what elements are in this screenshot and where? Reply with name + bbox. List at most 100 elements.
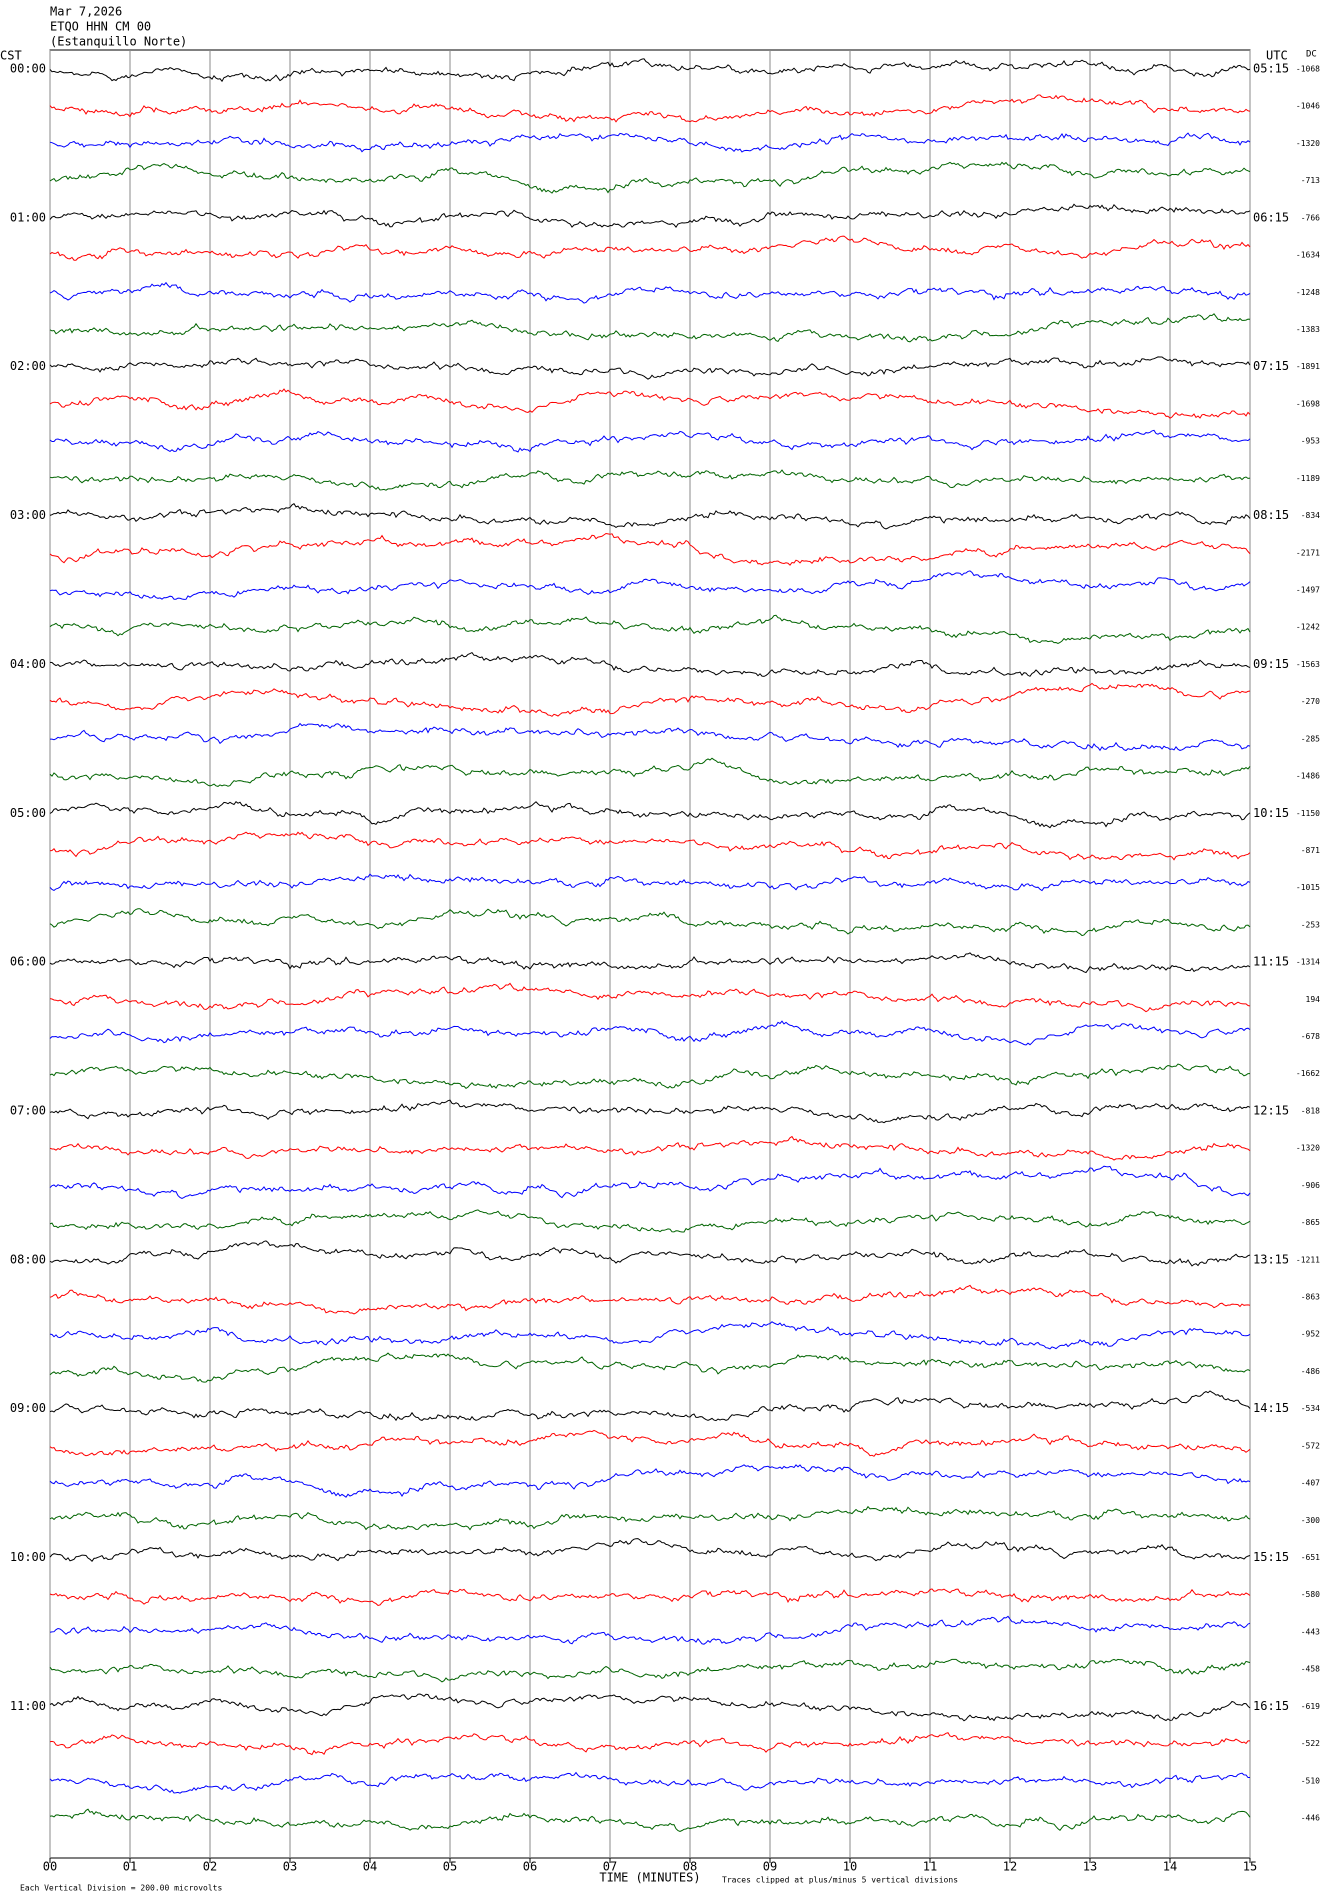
x-tick-label: 01 (123, 1860, 137, 1874)
dc-value: -1634 (1296, 251, 1320, 260)
trace (49, 1615, 1251, 1645)
trace (49, 532, 1251, 566)
trace (49, 1135, 1251, 1161)
dc-value: -534 (1301, 1404, 1320, 1413)
trace (49, 757, 1251, 787)
dc-value: -678 (1301, 1032, 1320, 1041)
dc-value: -865 (1301, 1218, 1320, 1227)
x-tick-label: 10 (843, 1860, 857, 1874)
dc-value: -1189 (1296, 474, 1320, 483)
dc-value: -253 (1301, 920, 1320, 929)
trace (49, 1020, 1251, 1046)
utc-label: 06:15 (1253, 210, 1289, 224)
trace (49, 1538, 1251, 1562)
trace (49, 908, 1251, 937)
dc-value: -270 (1301, 697, 1320, 706)
dc-value: -458 (1301, 1665, 1320, 1674)
dc-value: -580 (1301, 1590, 1320, 1599)
dc-value: -300 (1301, 1516, 1320, 1525)
trace (49, 570, 1251, 600)
utc-label: 11:15 (1253, 955, 1289, 969)
utc-label: 10:15 (1253, 806, 1289, 820)
trace (49, 429, 1251, 453)
dc-value: -1211 (1296, 1255, 1320, 1264)
left-axis-title: CST (0, 49, 22, 63)
x-axis-label: TIME (MINUTES) (599, 1871, 700, 1885)
cst-label: 07:00 (10, 1103, 46, 1117)
header-line: (Estanquillo Norte) (50, 35, 187, 49)
dc-value: -1320 (1296, 1144, 1320, 1153)
cst-label: 01:00 (10, 210, 46, 224)
dc-value: -834 (1301, 511, 1320, 520)
x-tick-label: 11 (923, 1860, 937, 1874)
x-tick-label: 02 (203, 1860, 217, 1874)
utc-label: 16:15 (1253, 1699, 1289, 1713)
dc-value: -522 (1301, 1739, 1320, 1748)
trace (49, 1352, 1251, 1383)
trace (49, 1165, 1251, 1199)
utc-label: 05:15 (1253, 62, 1289, 76)
dc-value: 194 (1306, 995, 1321, 1004)
dc-value: -486 (1301, 1367, 1320, 1376)
utc-label: 13:15 (1253, 1252, 1289, 1266)
trace (49, 1209, 1251, 1233)
dc-value: -2171 (1296, 548, 1320, 557)
x-tick-label: 00 (43, 1860, 57, 1874)
dc-value: -713 (1301, 176, 1320, 185)
dc-value: -1486 (1296, 772, 1320, 781)
dc-value: -863 (1301, 1293, 1320, 1302)
trace (49, 614, 1251, 644)
x-tick-label: 13 (1083, 1860, 1097, 1874)
trace (49, 1429, 1251, 1457)
dc-value: -1662 (1296, 1069, 1320, 1078)
trace (49, 1464, 1251, 1498)
trace (49, 1099, 1251, 1124)
trace (49, 1321, 1251, 1350)
utc-label: 09:15 (1253, 657, 1289, 671)
scale-note: Each Vertical Division = 200.00 microvol… (20, 1884, 222, 1893)
trace (49, 161, 1251, 194)
dc-value: -818 (1301, 1106, 1320, 1115)
trace (49, 313, 1251, 343)
x-tick-label: 08 (683, 1860, 697, 1874)
trace (49, 281, 1251, 304)
trace (49, 1732, 1250, 1756)
utc-label: 15:15 (1253, 1550, 1289, 1564)
cst-label: 08:00 (10, 1252, 46, 1266)
plot-frame (49, 49, 1251, 1859)
dc-title: DC (1306, 50, 1317, 60)
trace (49, 235, 1251, 261)
trace (49, 132, 1251, 153)
trace (49, 1505, 1251, 1531)
dc-value: -619 (1301, 1702, 1320, 1711)
x-tick-label: 03 (283, 1860, 297, 1874)
trace (49, 831, 1251, 861)
cst-label: 11:00 (10, 1699, 46, 1713)
cst-label: 00:00 (10, 62, 46, 76)
trace (50, 722, 1251, 752)
trace (49, 982, 1251, 1013)
dc-value: -446 (1301, 1814, 1320, 1823)
dc-value: -1015 (1296, 883, 1320, 892)
dc-value: -1242 (1296, 623, 1320, 632)
x-tick-label: 07 (603, 1860, 617, 1874)
dc-value: -443 (1301, 1627, 1320, 1636)
x-tick-label: 15 (1243, 1860, 1257, 1874)
trace (49, 1588, 1251, 1607)
x-tick-label: 05 (443, 1860, 457, 1874)
trace (49, 1808, 1251, 1833)
trace (49, 1693, 1251, 1722)
trace (49, 1284, 1251, 1315)
trace (49, 682, 1251, 717)
dc-value: -651 (1301, 1553, 1320, 1562)
cst-label: 10:00 (10, 1550, 46, 1564)
trace (49, 800, 1251, 829)
dc-value: -1698 (1296, 399, 1320, 408)
dc-value: -1314 (1296, 958, 1320, 967)
utc-label: 14:15 (1253, 1401, 1289, 1415)
x-tick-label: 06 (523, 1860, 537, 1874)
cst-label: 05:00 (10, 806, 46, 820)
dc-value: -906 (1301, 1181, 1320, 1190)
trace (49, 503, 1251, 530)
dc-value: -952 (1301, 1330, 1320, 1339)
